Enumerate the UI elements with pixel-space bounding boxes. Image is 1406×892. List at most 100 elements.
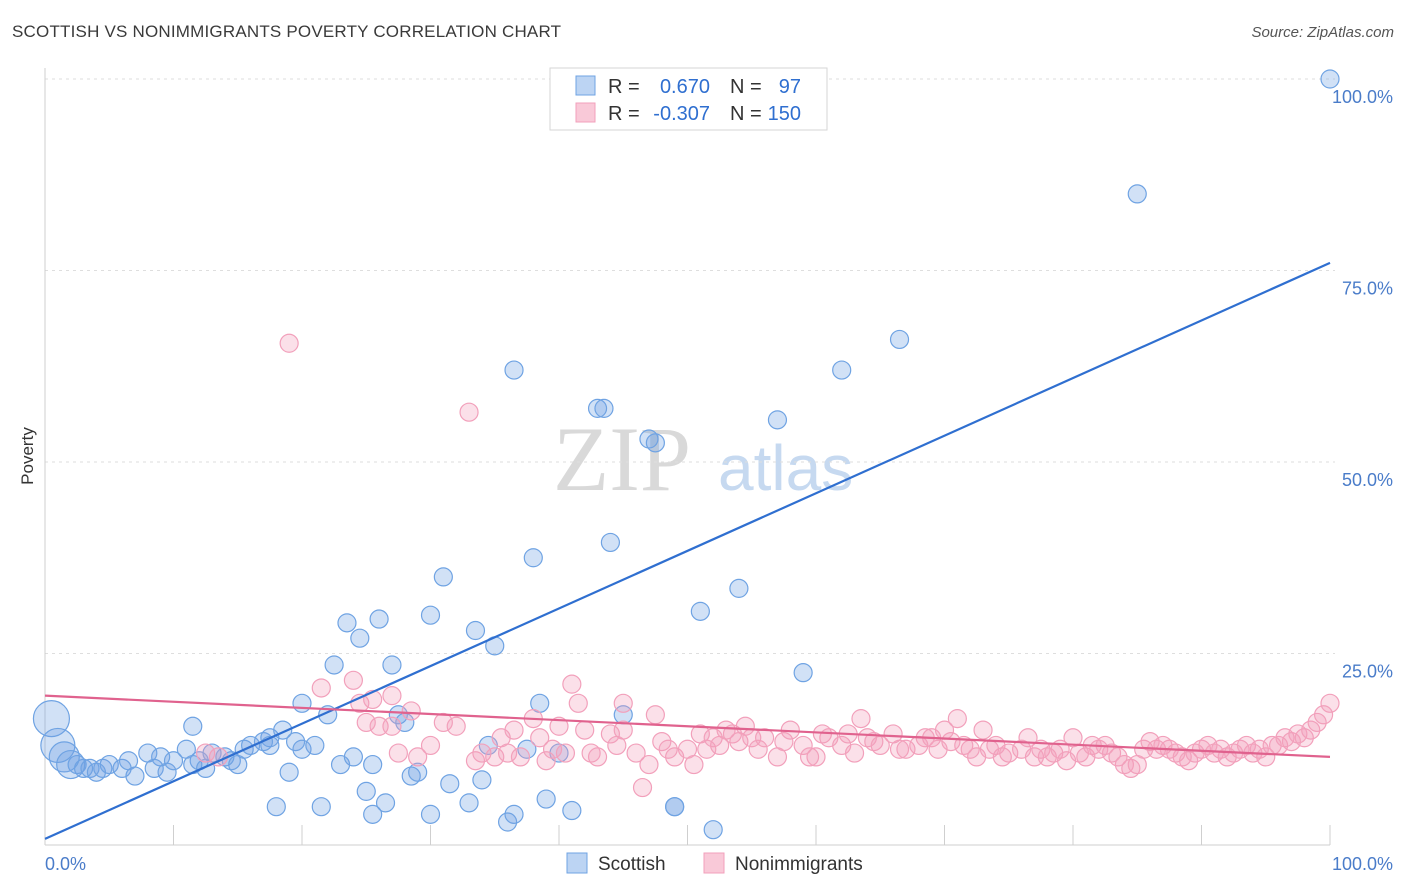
- point-nonimmigrants-6: [356, 712, 376, 733]
- point-nonimmigrants-0: [196, 743, 216, 763]
- point-nonimmigrants-26: [530, 728, 550, 748]
- point-scottish-75: [594, 398, 614, 418]
- point-nonimmigrants-19: [472, 743, 492, 763]
- point-scottish-81: [665, 797, 685, 817]
- point-scottish-82: [690, 601, 710, 621]
- point-scottish-48: [363, 804, 383, 824]
- point-nonimmigrants-108: [1108, 747, 1128, 767]
- point-nonimmigrants-84: [947, 709, 967, 729]
- legend-n-value-1: 97: [779, 76, 801, 98]
- point-scottish-51: [382, 655, 402, 675]
- point-scottish-87: [832, 360, 852, 380]
- point-nonimmigrants-138: [1301, 720, 1321, 740]
- point-nonimmigrants-24: [510, 747, 531, 767]
- point-scottish-58: [433, 567, 453, 587]
- point-nonimmigrants-88: [973, 720, 993, 740]
- point-nonimmigrants-41: [632, 777, 653, 798]
- point-scottish-56: [420, 605, 441, 625]
- point-scottish-3: [56, 749, 86, 780]
- point-scottish-74: [587, 398, 608, 418]
- point-scottish-68: [517, 739, 537, 759]
- point-scottish-34: [279, 762, 299, 782]
- legend-r-value-1: 0.670: [660, 76, 710, 98]
- series-scottish-points: [32, 69, 1340, 840]
- point-nonimmigrants-13: [408, 747, 428, 767]
- point-scottish-43: [337, 613, 357, 633]
- legend-swatch-nonimmigrants: [575, 102, 596, 123]
- point-scottish-16: [157, 762, 177, 782]
- point-scottish-35: [285, 731, 306, 752]
- series-nonimmigrants-points: [196, 333, 1340, 798]
- point-nonimmigrants-10: [382, 716, 402, 736]
- point-nonimmigrants-23: [504, 720, 524, 740]
- point-nonimmigrants-4: [343, 670, 363, 690]
- point-nonimmigrants-70: [844, 743, 865, 763]
- point-scottish-36: [292, 739, 312, 759]
- point-scottish-59: [440, 774, 460, 794]
- point-nonimmigrants-61: [774, 731, 794, 752]
- point-scottish-50: [375, 793, 396, 813]
- point-nonimmigrants-76: [889, 739, 910, 759]
- watermark-atlas: atlas: [718, 432, 853, 504]
- point-nonimmigrants-3: [311, 678, 331, 698]
- point-nonimmigrants-128: [1236, 735, 1257, 756]
- point-nonimmigrants-35: [587, 747, 608, 767]
- legend-r-value-2: -0.307: [653, 103, 710, 125]
- y-tick-label-0: 25.0%: [1342, 662, 1393, 682]
- y-tick-label-3: 100.0%: [1332, 87, 1393, 107]
- point-nonimmigrants-29: [549, 716, 569, 736]
- tick-labels: 25.0% 50.0% 75.0% 100.0% 0.0% 100.0%: [45, 87, 1393, 874]
- grid-lines: [45, 78, 1335, 654]
- point-scottish-44: [343, 747, 363, 767]
- point-scottish-86: [793, 663, 813, 683]
- bottom-legend-label-nonimmigrants: Nonimmigrants: [735, 854, 863, 875]
- point-nonimmigrants-124: [1211, 739, 1231, 759]
- y-tick-label-2: 75.0%: [1342, 279, 1393, 299]
- point-scottish-45: [350, 628, 370, 648]
- point-nonimmigrants-83: [941, 731, 961, 752]
- point-nonimmigrants-11: [388, 743, 408, 763]
- point-scottish-47: [363, 754, 383, 775]
- point-nonimmigrants-15: [433, 712, 453, 733]
- trend-lines: [44, 261, 1331, 840]
- chart-source: Source: ZipAtlas.com: [1251, 24, 1394, 41]
- y-tick-label-1: 50.0%: [1342, 470, 1393, 490]
- point-nonimmigrants-38: [613, 693, 633, 713]
- legend-r-label-2: R =: [608, 103, 640, 125]
- point-nonimmigrants-56: [735, 716, 755, 736]
- point-scottish-73: [562, 800, 582, 821]
- point-scottish-39: [311, 797, 331, 817]
- series-legend: Scottish Nonimmigrants: [566, 852, 863, 875]
- legend-n-value-2: 150: [768, 103, 801, 125]
- point-nonimmigrants-139: [1307, 712, 1327, 733]
- point-nonimmigrants-77: [896, 739, 916, 759]
- point-nonimmigrants-113: [1140, 731, 1160, 752]
- point-scottish-14: [144, 758, 164, 779]
- point-nonimmigrants-137: [1294, 728, 1314, 748]
- point-nonimmigrants-32: [568, 693, 588, 713]
- point-nonimmigrants-48: [684, 754, 704, 775]
- point-scottish-55: [408, 762, 428, 782]
- point-scottish-66: [504, 360, 524, 380]
- point-scottish-76: [600, 532, 621, 553]
- bottom-legend-swatch-nonimmigrants: [703, 852, 725, 874]
- legend-r-label-1: R =: [608, 76, 640, 98]
- point-nonimmigrants-50: [697, 739, 717, 759]
- legend-n-label-2: N =: [730, 103, 762, 125]
- trend-line-scottish: [44, 261, 1331, 840]
- point-scottish-46: [356, 781, 376, 801]
- point-nonimmigrants-22: [498, 743, 518, 763]
- point-nonimmigrants-71: [851, 709, 871, 729]
- point-scottish-12: [125, 766, 145, 786]
- point-nonimmigrants-96: [1031, 739, 1051, 759]
- point-nonimmigrants-2: [279, 333, 299, 353]
- point-nonimmigrants-39: [613, 720, 633, 740]
- point-nonimmigrants-30: [555, 743, 576, 763]
- point-scottish-32: [266, 797, 286, 817]
- point-scottish-69: [523, 548, 543, 568]
- x-tick-label-1: 100.0%: [1332, 854, 1393, 874]
- point-nonimmigrants-43: [645, 705, 665, 725]
- trend-line-nonimmigrants: [44, 694, 1331, 759]
- bottom-legend-swatch-scottish: [566, 852, 588, 874]
